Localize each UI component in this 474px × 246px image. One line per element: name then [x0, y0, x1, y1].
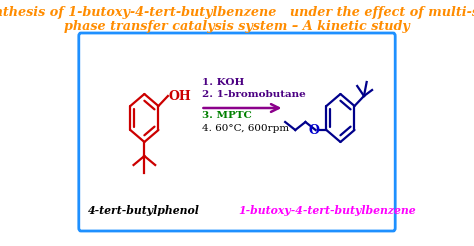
- Text: 2. 1-bromobutane: 2. 1-bromobutane: [202, 90, 306, 99]
- Text: 1-butoxy-4-tert-butylbenzene: 1-butoxy-4-tert-butylbenzene: [238, 205, 416, 216]
- Text: 1. KOH: 1. KOH: [202, 78, 244, 87]
- Text: O: O: [308, 123, 319, 137]
- Text: OH: OH: [169, 90, 191, 103]
- FancyBboxPatch shape: [79, 33, 395, 231]
- Text: phase transfer catalysis system – A kinetic study: phase transfer catalysis system – A kine…: [64, 20, 410, 33]
- Text: 3. MPTC: 3. MPTC: [202, 111, 252, 120]
- Text: 4. 60°C, 600rpm: 4. 60°C, 600rpm: [202, 124, 289, 133]
- Text: 4-tert-butylphenol: 4-tert-butylphenol: [89, 205, 201, 216]
- Text: Synthesis of 1-butoxy-4-tert-butylbenzene   under the effect of multi-site: Synthesis of 1-butoxy-4-tert-butylbenzen…: [0, 6, 474, 19]
